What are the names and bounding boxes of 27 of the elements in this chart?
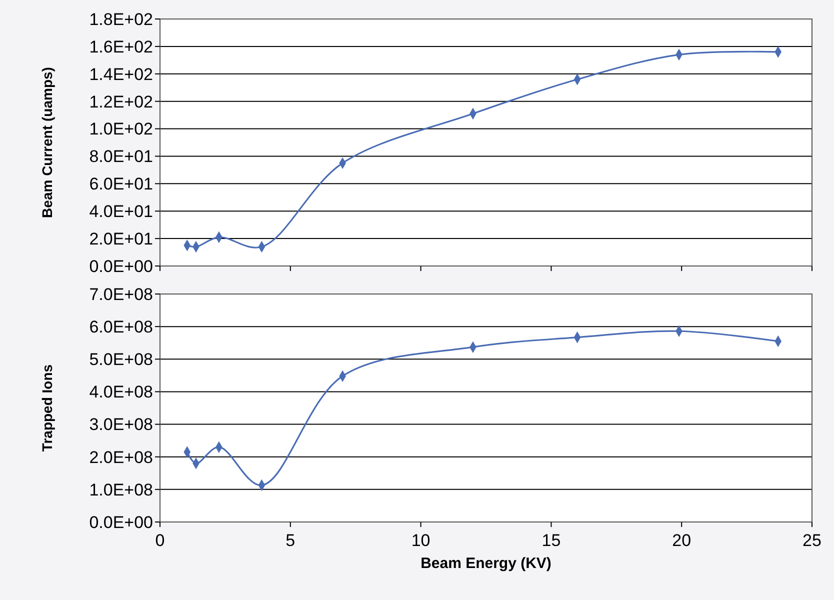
x-tick-label: 15: [542, 531, 561, 550]
x-tick-label: 10: [411, 531, 430, 550]
y-tick-label: 7.0E+08: [89, 284, 153, 304]
y-tick-label: 0.0E+00: [89, 512, 153, 532]
y-tick-label: 1.6E+02: [89, 37, 153, 56]
y-tick-label: 4.0E+01: [89, 202, 153, 222]
y-tick-label: 1.2E+02: [89, 92, 153, 112]
y-axis-title: Trapped Ions: [39, 364, 55, 452]
x-tick-label: 25: [802, 531, 822, 550]
y-tick-label: 1.0E+02: [89, 120, 153, 139]
y-tick-label: 6.0E+01: [89, 174, 153, 194]
y-tick-label: 4.0E+08: [89, 382, 153, 402]
y-tick-label: 1.4E+02: [89, 64, 153, 84]
y-tick-label: 3.0E+08: [89, 415, 153, 434]
y-tick-label: 5.0E+08: [89, 350, 153, 370]
x-tick-label: 0: [155, 531, 165, 550]
y-tick-label: 6.0E+08: [89, 318, 153, 337]
y-tick-label: 0.0E+00: [89, 256, 153, 276]
y-tick-label: 1.8E+02: [89, 10, 153, 29]
x-tick-label: 5: [286, 531, 296, 550]
y-tick-label: 1.0E+08: [89, 480, 153, 500]
y-tick-label: 8.0E+01: [89, 147, 153, 166]
y-axis-title: Beam Current (uamps): [39, 67, 55, 218]
x-axis-title: Beam Energy (KV): [420, 555, 552, 572]
y-tick-label: 2.0E+08: [89, 448, 153, 467]
y-tick-label: 2.0E+01: [89, 230, 153, 249]
x-tick-label: 20: [672, 531, 692, 550]
